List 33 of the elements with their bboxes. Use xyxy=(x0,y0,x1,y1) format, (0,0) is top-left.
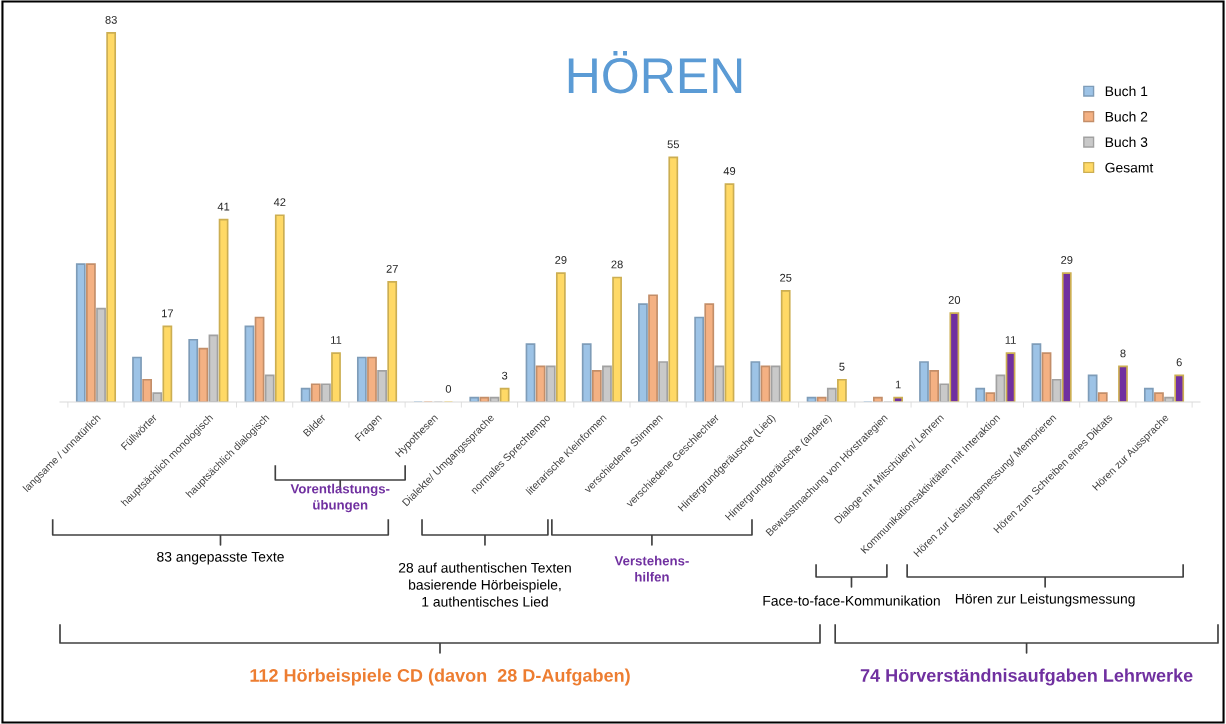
data-label: 11 xyxy=(331,336,342,344)
data-label: 41 xyxy=(217,202,230,211)
legend-label: Buch 3 xyxy=(1105,136,1148,148)
chart-title: HÖREN xyxy=(568,51,742,94)
text: 28 auf authentischen Texten basierende Hörbeispiele, 1 authentisches Lied xyxy=(398,562,571,607)
data-label: 0 xyxy=(445,384,452,393)
text: 112 Hörbeispiele CD (davon 28 D-Aufgaben) xyxy=(250,668,630,686)
data-label: 8 xyxy=(1120,349,1126,358)
data-label: 42 xyxy=(273,198,286,206)
data-label: 29 xyxy=(1061,256,1073,264)
data-label: 6 xyxy=(1176,358,1182,367)
data-label: 25 xyxy=(780,273,792,282)
data-label: 27 xyxy=(386,264,398,273)
data-label: 55 xyxy=(667,140,679,149)
text: Verstehens- hilfen xyxy=(614,555,689,582)
data-label: 17 xyxy=(162,309,173,318)
data-label: 11 xyxy=(1005,336,1016,344)
data-label: 3 xyxy=(501,371,508,380)
data-label: 5 xyxy=(839,362,845,371)
text: Vorentlastungs- übungen xyxy=(290,483,390,513)
data-label: 1 xyxy=(895,380,901,389)
data-label: 49 xyxy=(723,167,736,175)
data-label: 83 xyxy=(105,15,117,24)
legend-label: Buch 1 xyxy=(1105,85,1148,97)
data-label: 20 xyxy=(948,296,961,304)
data-label: 29 xyxy=(555,256,567,264)
text: 74 Hörverständnisaufgaben Lehrwerke xyxy=(860,668,1193,686)
text: 83 angepasste Texte xyxy=(157,551,284,565)
legend-label: Buch 2 xyxy=(1105,111,1148,122)
legend-label: Gesamt xyxy=(1105,162,1154,173)
text: Hören zur Leistungsmessung xyxy=(955,593,1135,607)
data-label: 28 xyxy=(611,260,623,269)
text: Face-to-face-Kommunikation xyxy=(763,595,940,606)
